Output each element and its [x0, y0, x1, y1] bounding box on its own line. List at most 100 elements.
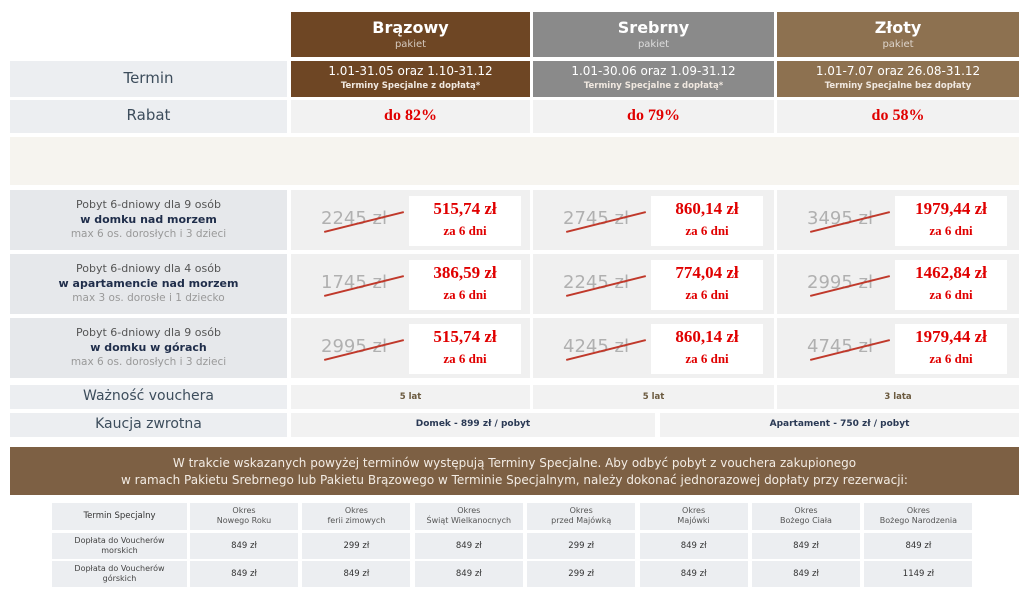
period-header: Okres Bożego Narodzenia	[864, 503, 973, 530]
row-label: Kaucja zwrotna	[95, 416, 202, 432]
termin-cell: 1.01-31.05 oraz 1.10-31.12 Terminy Specja…	[291, 61, 530, 97]
deposit-value: Apartament - 750 zł / pobyt	[769, 419, 910, 429]
period-line: Okres	[232, 506, 256, 515]
special-row-label: Dopłata do Voucherów morskich	[52, 533, 187, 559]
offer-line: w domku nad morzem	[80, 213, 217, 226]
package-name: Złoty	[874, 18, 922, 37]
new-price-box: 860,14 zł za 6 dni	[651, 196, 763, 246]
special-value-cell: 299 zł	[302, 533, 411, 559]
notice-banner: W trakcie wskazanych powyżej terminów wy…	[10, 447, 1019, 495]
special-value-cell: 849 zł	[639, 533, 748, 559]
old-price: 2245 zł	[321, 208, 388, 229]
period-line: Okres	[344, 506, 368, 515]
special-value-cell: 849 zł	[752, 561, 860, 587]
period-line: Okres	[906, 506, 930, 515]
period-line: Bożego Narodzenia	[879, 516, 958, 525]
price-cell: 4745 zł 1979,44 zł za 6 dni	[777, 318, 1019, 378]
period-line: Okres	[794, 506, 818, 515]
offer-label: Pobyt 6-dniowy dla 4 osób w apartamencie …	[10, 254, 287, 314]
termin-cell: 1.01-30.06 oraz 1.09-31.12 Terminy Specja…	[533, 61, 774, 97]
rabat-cell: do 82%	[291, 100, 530, 133]
period-line: Okres	[457, 506, 481, 515]
validity-value: 5 lat	[399, 392, 422, 402]
package-sub: pakiet	[394, 39, 427, 50]
period-line: Bożego Ciała	[780, 516, 832, 525]
special-value: 849 zł	[905, 541, 932, 551]
validity-cell: 5 lat	[533, 385, 774, 409]
old-price: 4245 zł	[563, 336, 630, 357]
special-value-cell: 849 zł	[864, 533, 973, 559]
old-price: 2245 zł	[563, 272, 630, 293]
period-line: Majówki	[677, 516, 710, 525]
period-line: Okres	[682, 506, 706, 515]
special-label-line: Dopłata do Voucherów	[74, 564, 165, 573]
special-value-cell: 849 zł	[190, 533, 298, 559]
period-line: ferii zimowych	[327, 516, 386, 525]
special-header: Termin Specjalny	[52, 503, 187, 530]
old-price: 3495 zł	[807, 208, 874, 229]
package-name: Brązowy	[372, 18, 449, 37]
new-price-box: 1979,44 zł za 6 dni	[895, 324, 1007, 374]
special-value-cell: 849 zł	[190, 561, 298, 587]
rabat-value: do 82%	[384, 107, 437, 124]
price-period: za 6 dni	[929, 287, 973, 302]
offer-label: Pobyt 6-dniowy dla 9 osób w domku nad mor…	[10, 190, 287, 250]
validity-cell: 3 lata	[777, 385, 1019, 409]
deposit-value: Domek - 899 zł / pobyt	[415, 419, 531, 429]
period-header: Okres Bożego Ciała	[752, 503, 860, 530]
offer-line: Pobyt 6-dniowy dla 4 osób	[76, 262, 221, 275]
special-value-cell: 849 zł	[752, 533, 860, 559]
new-price: 1462,84 zł	[915, 263, 987, 282]
termin-note: Terminy Specjalne z dopłatą*	[583, 81, 724, 91]
old-price: 2995 zł	[321, 336, 388, 357]
row-label: Ważność vouchera	[83, 388, 214, 404]
new-price: 515,74 zł	[433, 199, 497, 218]
termin-note: Terminy Specjalne z dopłatą*	[340, 81, 481, 91]
special-value: 849 zł	[680, 541, 707, 551]
new-price-box: 860,14 zł za 6 dni	[651, 324, 763, 374]
special-value: 849 zł	[680, 569, 707, 579]
special-value: 849 zł	[231, 569, 257, 579]
special-value-cell: 299 zł	[527, 533, 636, 559]
special-header-text: Termin Specjalny	[83, 511, 156, 521]
special-value: 849 zł	[793, 569, 819, 579]
price-period: za 6 dni	[685, 351, 729, 366]
period-header: Okres ferii zimowych	[302, 503, 411, 530]
special-label-line: Dopłata do Voucherów	[74, 536, 165, 545]
special-value-cell: 849 zł	[414, 533, 523, 559]
new-price-box: 386,59 zł za 6 dni	[409, 260, 521, 310]
package-header: Złoty pakiet	[777, 12, 1019, 57]
notice-line: W trakcie wskazanych powyżej terminów wy…	[172, 456, 857, 470]
price-cell: 2745 zł 860,14 zł za 6 dni	[533, 190, 774, 250]
new-price: 515,74 zł	[433, 327, 497, 346]
rabat-cell: do 58%	[777, 100, 1019, 133]
price-cell: 3495 zł 1979,44 zł za 6 dni	[777, 190, 1019, 250]
price-cell: 4245 zł 860,14 zł za 6 dni	[533, 318, 774, 378]
row-label: Rabat	[126, 106, 171, 124]
price-period: za 6 dni	[443, 223, 487, 238]
period-header: Okres Świąt Wielkanocnych	[414, 503, 523, 530]
new-price: 1979,44 zł	[915, 199, 987, 218]
special-value: 849 zł	[455, 569, 482, 579]
new-price-box: 515,74 zł za 6 dni	[409, 196, 521, 246]
offer-label: Pobyt 6-dniowy dla 9 osób w domku w górac…	[10, 318, 287, 378]
old-price: 4745 zł	[807, 336, 874, 357]
new-price: 860,14 zł	[675, 199, 739, 218]
package-header: Brązowy pakiet	[291, 12, 530, 57]
termin-note: Terminy Specjalne bez dopłaty	[824, 81, 972, 91]
package-sub: pakiet	[637, 39, 670, 50]
rabat-cell: do 79%	[533, 100, 774, 133]
period-header: Okres przed Majówką	[527, 503, 636, 530]
label-cell: Kaucja zwrotna	[10, 413, 287, 437]
rabat-value: do 79%	[627, 107, 680, 124]
price-period: za 6 dni	[443, 287, 487, 302]
price-period: za 6 dni	[685, 223, 729, 238]
offer-line: max 6 os. dorosłych i 3 dzieci	[70, 228, 227, 240]
new-price-box: 1979,44 zł za 6 dni	[895, 196, 1007, 246]
period-line: Okres	[569, 506, 593, 515]
special-value-cell: 849 zł	[639, 561, 748, 587]
price-cell: 1745 zł 386,59 zł za 6 dni	[291, 254, 530, 314]
price-cell: 2245 zł 515,74 zł za 6 dni	[291, 190, 530, 250]
old-price: 2995 zł	[807, 272, 874, 293]
period-line: przed Majówką	[551, 516, 612, 525]
